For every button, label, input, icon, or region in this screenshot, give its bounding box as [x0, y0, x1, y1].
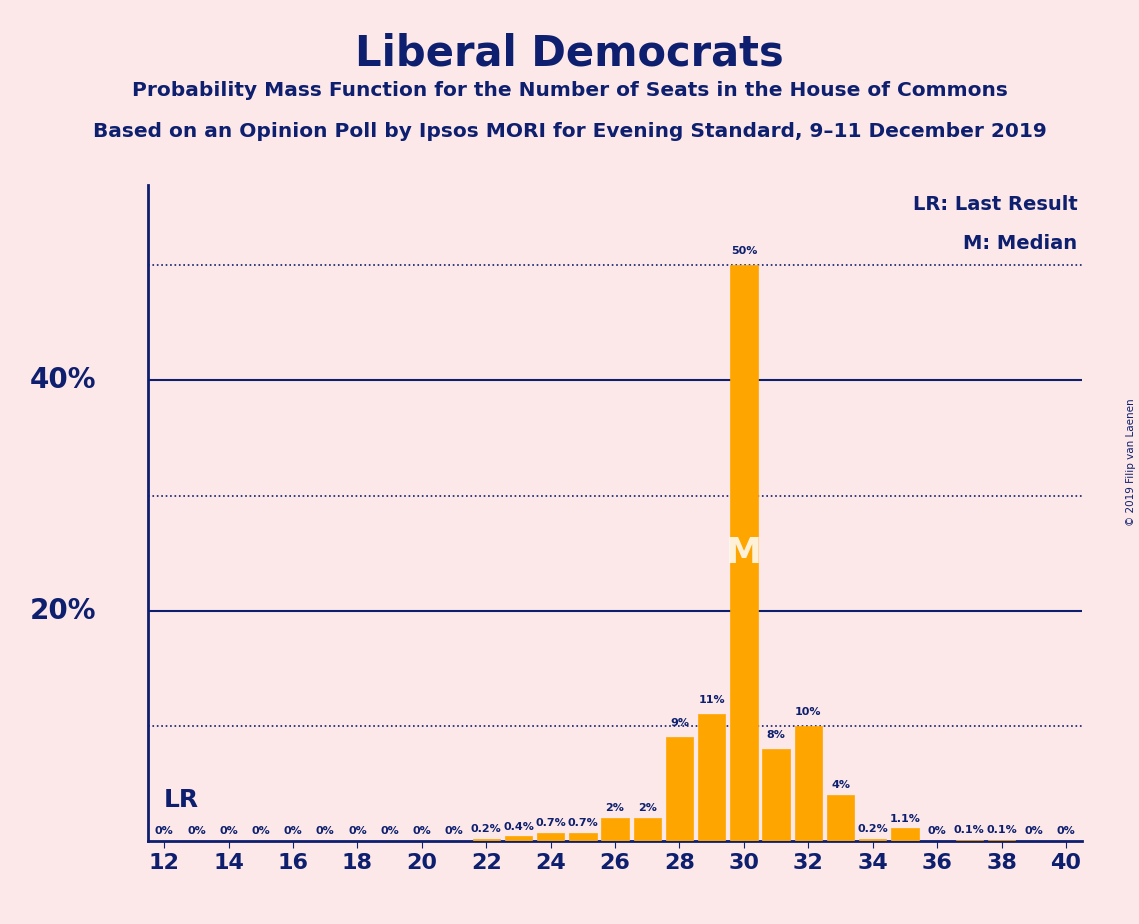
Text: 1.1%: 1.1%	[890, 813, 920, 823]
Text: 8%: 8%	[767, 730, 786, 739]
Text: 9%: 9%	[670, 718, 689, 728]
Text: 0%: 0%	[1024, 826, 1043, 836]
Bar	[570, 833, 597, 841]
Text: 2%: 2%	[606, 803, 624, 813]
Text: 4%: 4%	[831, 780, 850, 790]
Bar	[795, 725, 822, 841]
Text: LR: LR	[164, 788, 199, 812]
Bar	[698, 714, 726, 841]
Bar	[988, 840, 1015, 841]
Text: 40%: 40%	[31, 367, 97, 395]
Text: 0%: 0%	[155, 826, 173, 836]
Text: 0%: 0%	[412, 826, 432, 836]
Text: 0%: 0%	[1057, 826, 1075, 836]
Bar	[891, 828, 919, 841]
Text: 10%: 10%	[795, 707, 821, 716]
Text: 0.2%: 0.2%	[858, 824, 888, 834]
Text: 0%: 0%	[219, 826, 238, 836]
Text: 0.4%: 0.4%	[503, 821, 534, 832]
Text: 0%: 0%	[444, 826, 464, 836]
Text: 2%: 2%	[638, 803, 657, 813]
Text: M: Median: M: Median	[964, 234, 1077, 253]
Bar	[505, 836, 532, 841]
Text: 0%: 0%	[928, 826, 947, 836]
Text: 0%: 0%	[187, 826, 206, 836]
Text: 11%: 11%	[698, 695, 726, 705]
Bar	[473, 839, 500, 841]
Bar	[827, 795, 854, 841]
Text: Liberal Democrats: Liberal Democrats	[355, 32, 784, 74]
Text: 0.1%: 0.1%	[986, 825, 1017, 835]
Bar	[601, 818, 629, 841]
Text: 0%: 0%	[316, 826, 335, 836]
Text: 0.2%: 0.2%	[470, 824, 501, 834]
Text: M: M	[726, 536, 762, 570]
Text: Probability Mass Function for the Number of Seats in the House of Commons: Probability Mass Function for the Number…	[132, 81, 1007, 101]
Text: LR: Last Result: LR: Last Result	[912, 195, 1077, 213]
Bar	[762, 748, 789, 841]
Text: © 2019 Filip van Laenen: © 2019 Filip van Laenen	[1126, 398, 1136, 526]
Bar	[730, 265, 757, 841]
Text: 0%: 0%	[252, 826, 270, 836]
Text: Based on an Opinion Poll by Ipsos MORI for Evening Standard, 9–11 December 2019: Based on an Opinion Poll by Ipsos MORI f…	[92, 122, 1047, 141]
Text: 20%: 20%	[31, 597, 97, 625]
Text: 0%: 0%	[284, 826, 302, 836]
Bar	[666, 737, 694, 841]
Text: 0.7%: 0.7%	[535, 818, 566, 828]
Bar	[859, 839, 886, 841]
Text: 0%: 0%	[380, 826, 399, 836]
Text: 50%: 50%	[731, 246, 757, 256]
Text: 0.7%: 0.7%	[567, 818, 598, 828]
Bar	[956, 840, 983, 841]
Bar	[633, 818, 661, 841]
Bar	[536, 833, 564, 841]
Text: 0.1%: 0.1%	[954, 825, 985, 835]
Text: 0%: 0%	[349, 826, 367, 836]
